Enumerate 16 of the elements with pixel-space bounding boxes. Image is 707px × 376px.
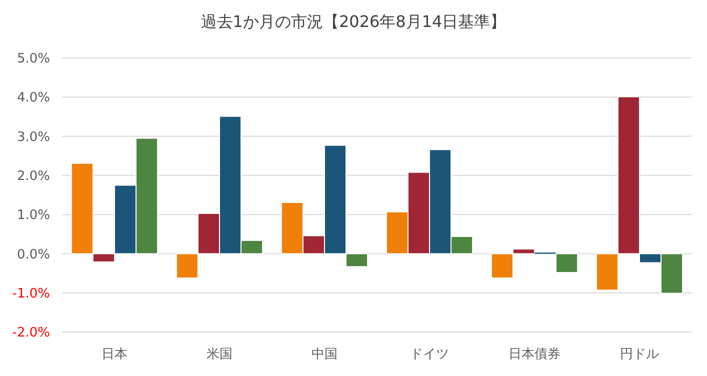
y-tick-label: 4.0% [16, 90, 50, 106]
y-tick-label: 3.0% [16, 130, 50, 145]
bar [556, 253, 578, 274]
y-tick-label: 1.0% [16, 208, 50, 224]
y-tick-label: -1.0% [12, 286, 50, 302]
chart-title: 過去1か月の市況【2026年8月14日基準】 [200, 12, 506, 31]
x-tick-label: 日本 [102, 347, 128, 362]
x-tick-label: 中国 [312, 347, 338, 362]
x-tick-label: 円ドル [620, 347, 659, 362]
y-tick-label: -2.0% [12, 326, 50, 341]
y-tick-label: 0.0% [16, 247, 50, 262]
x-tick-label: ドイツ [410, 347, 449, 362]
y-tick-label: 2.0% [16, 168, 50, 184]
x-tick-label: 日本債券 [508, 347, 560, 362]
x-tick-label: 米国 [206, 347, 232, 362]
y-tick-label: 5.0% [16, 52, 50, 67]
